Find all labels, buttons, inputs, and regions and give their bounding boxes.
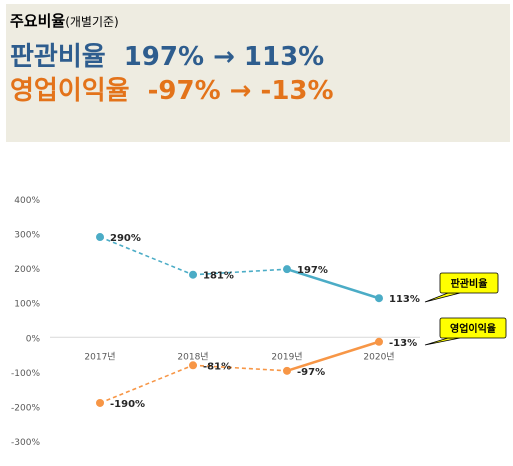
sga-summary-label: 판관비율 [10,42,106,72]
sga-summary-change: 197% → 113% [123,42,325,72]
summary-panel [6,4,510,142]
data-point [96,398,104,407]
series-segment [286,267,380,300]
y-tick-label: 0% [26,334,41,344]
y-tick-label: 300% [14,231,40,241]
legend-sga-tail [424,292,461,303]
data-label: 290% [110,233,141,244]
data-label: 181% [203,271,234,282]
sga-summary: 판관비율 197% → 113% [10,36,324,73]
series-segment [192,364,288,372]
data-label: -97% [297,367,325,378]
data-label: -190% [110,399,145,410]
series-segment [286,340,380,373]
subtitle-text: 주요비율 [10,12,66,30]
y-tick-label: -100% [11,369,40,379]
x-tick-label: 2020년 [363,351,394,362]
op-summary-change: -97% → -13% [147,76,334,106]
data-point [375,337,383,346]
series-segment [99,364,194,404]
x-tick-label: 2019년 [271,351,302,362]
data-label: -13% [389,338,417,349]
data-label: -81% [203,361,231,372]
x-tick-label: 2017년 [84,351,115,362]
x-tick-label: 2018년 [177,351,208,362]
data-point [96,233,104,242]
series-segment [99,236,194,276]
data-point [189,361,197,370]
legend-op-tail [424,337,461,346]
data-label: 113% [389,294,420,305]
y-tick-label: 100% [14,300,40,310]
data-point [189,270,197,279]
legend-sga-text: 판관비율 [451,277,488,290]
op-summary: 영업이익율 -97% → -13% [10,70,334,107]
y-tick-label: -300% [11,438,40,448]
legend-sga-box [439,272,499,294]
y-tick-label: 400% [14,196,40,206]
data-point [375,294,383,303]
y-tick-label: -200% [11,403,40,413]
data-point [283,265,291,274]
series-segment [192,268,288,276]
legend-op-text: 영업이익율 [450,322,496,335]
y-tick-label: 200% [14,265,40,275]
subtitle-note: (개별기준) [65,15,119,29]
legend-op-box [439,317,507,339]
op-summary-label: 영업이익율 [10,76,130,106]
data-label: 197% [297,265,328,276]
subtitle: 주요비율(개별기준) [10,10,119,31]
data-point [283,366,291,375]
